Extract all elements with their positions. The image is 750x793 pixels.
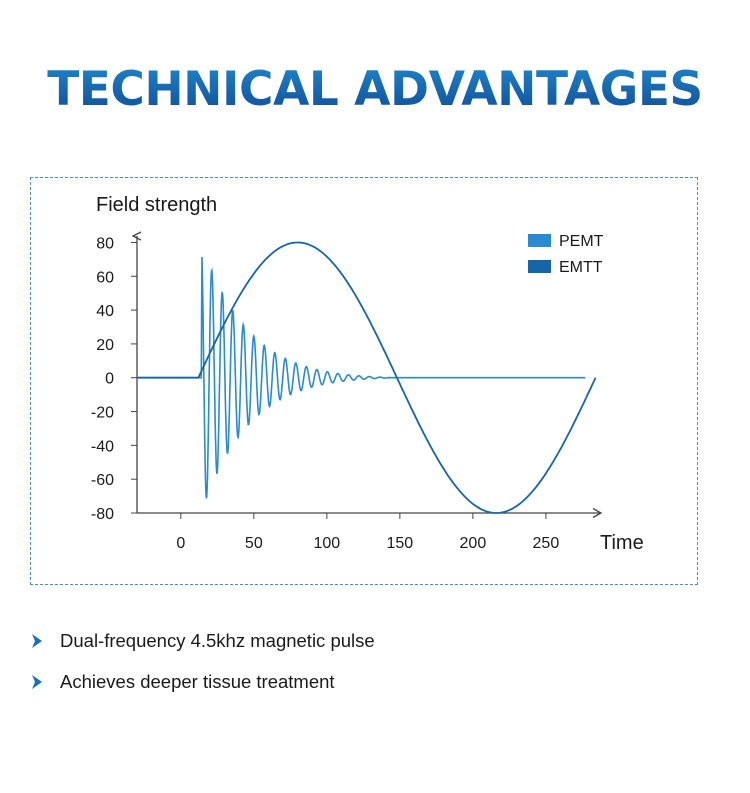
- y-tick-label: 40: [96, 303, 114, 320]
- y-tick-label: 80: [96, 235, 114, 252]
- line-chart: Field strength Time 806040200-20-40-60-8…: [91, 194, 644, 554]
- y-tick-label: 60: [96, 269, 114, 286]
- x-tick-label: 250: [533, 535, 560, 552]
- legend-swatch: [528, 260, 551, 273]
- x-tick-label: 200: [460, 535, 487, 552]
- legend-swatch: [528, 234, 551, 247]
- feature-list: Dual-frequency 4.5khz magnetic pulse Ach…: [30, 626, 720, 708]
- chevron-right-icon: [32, 675, 42, 689]
- y-axis-label: Field strength: [96, 194, 217, 216]
- chart-legend: PEMT EMTT: [528, 233, 604, 276]
- legend-label: PEMT: [559, 233, 604, 250]
- series-line-emtt: [137, 241, 597, 514]
- y-tick-label: -40: [91, 438, 114, 455]
- chevron-right-icon: [32, 634, 42, 648]
- bullet-text: Achieves deeper tissue treatment: [60, 671, 335, 692]
- list-item: Achieves deeper tissue treatment: [30, 667, 720, 697]
- chart-container: Field strength Time 80 60 40 20 0 -20 -40 -60 -8…: [30, 177, 698, 585]
- x-tick-label: 150: [387, 535, 414, 552]
- x-tick-label: 0: [176, 535, 185, 552]
- y-tick-label: 20: [96, 337, 114, 354]
- bullet-text: Dual-frequency 4.5khz magnetic pulse: [60, 630, 375, 651]
- series-line-pemt: [137, 256, 586, 499]
- legend-label: EMTT: [559, 259, 603, 276]
- x-tick-label: 100: [313, 535, 340, 552]
- y-tick-label: -60: [91, 472, 114, 489]
- y-tick-label: -80: [91, 506, 114, 523]
- x-axis-label: Time: [600, 532, 644, 554]
- x-axis-arrow: [592, 507, 603, 519]
- y-tick-label: 0: [105, 371, 114, 388]
- x-tick-label: 50: [245, 535, 263, 552]
- y-tick-label: -20: [91, 405, 114, 422]
- list-item: Dual-frequency 4.5khz magnetic pulse: [30, 626, 720, 656]
- page-title: TECHNICAL ADVANTAGES: [0, 62, 750, 117]
